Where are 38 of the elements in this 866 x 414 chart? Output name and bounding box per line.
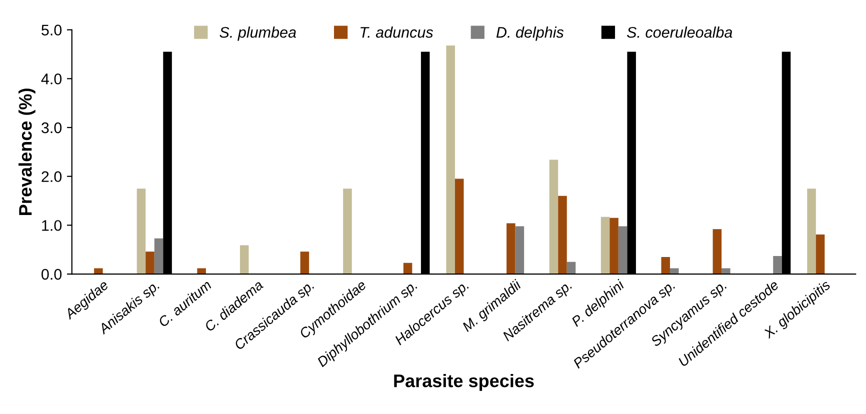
bar bbox=[454, 178, 464, 274]
bar bbox=[506, 223, 516, 274]
bar bbox=[343, 188, 352, 274]
y-tick-label: 2.0 bbox=[42, 171, 62, 182]
bar bbox=[566, 262, 576, 274]
bar bbox=[661, 256, 670, 274]
bar bbox=[773, 256, 782, 274]
bar bbox=[670, 268, 679, 274]
bar bbox=[197, 268, 206, 274]
bar bbox=[610, 218, 618, 274]
legend-label: S. coeruleoalba bbox=[626, 26, 732, 38]
bar bbox=[154, 238, 164, 274]
y-axis-title: Prevalence (%) bbox=[18, 88, 36, 215]
bar bbox=[403, 262, 412, 274]
bar bbox=[136, 188, 146, 274]
y-tick-label: 4.0 bbox=[41, 74, 62, 84]
bar bbox=[446, 45, 455, 274]
y-tick-label: 0.0 bbox=[42, 268, 62, 280]
bar bbox=[807, 188, 816, 274]
bar bbox=[300, 252, 310, 274]
y-tick-label: 1.0 bbox=[42, 220, 62, 231]
bar bbox=[712, 229, 722, 274]
legend-label: T. aduncus bbox=[360, 26, 434, 38]
legend-label: D. delphis bbox=[496, 26, 564, 41]
bar bbox=[549, 160, 558, 274]
bar bbox=[816, 234, 825, 274]
bar bbox=[146, 252, 154, 274]
bar bbox=[618, 226, 628, 274]
bar bbox=[558, 196, 567, 274]
bar bbox=[515, 226, 524, 274]
legend-label: S. plumbea bbox=[220, 26, 296, 41]
bar bbox=[722, 268, 730, 274]
bar bbox=[94, 268, 103, 274]
y-tick-label: 5.0 bbox=[42, 24, 62, 36]
bar bbox=[240, 245, 249, 274]
y-tick-label: 3.0 bbox=[42, 122, 62, 134]
bar bbox=[600, 216, 610, 274]
x-axis-title: Parasite species bbox=[394, 374, 534, 391]
